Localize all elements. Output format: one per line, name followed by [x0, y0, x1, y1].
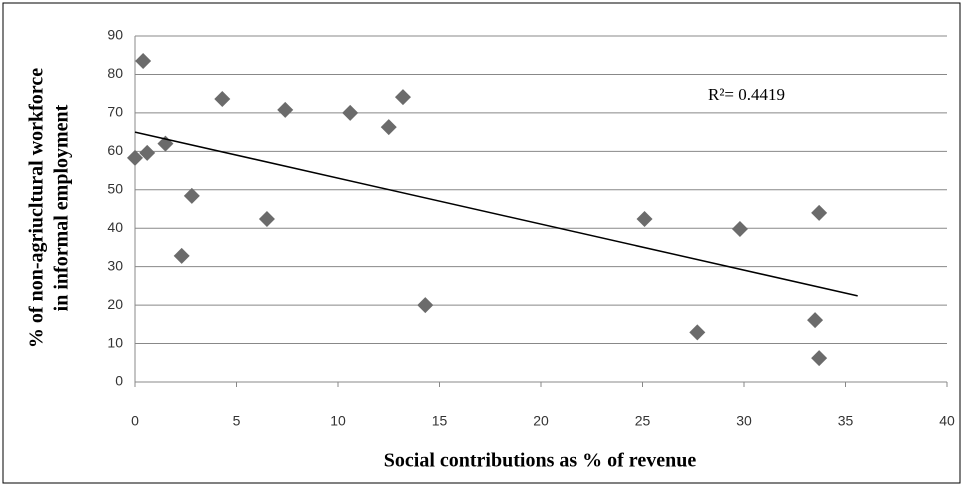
- y-axis-title: in informal employment: [51, 104, 73, 311]
- x-tick-label: 15: [432, 413, 448, 429]
- point: [380, 119, 397, 136]
- x-tick-label: 20: [533, 413, 549, 429]
- x-tick-label: 40: [939, 413, 955, 429]
- point: [214, 91, 231, 108]
- x-tick-label: 35: [838, 413, 854, 429]
- point: [277, 101, 294, 118]
- y-tick-label: 20: [107, 296, 123, 312]
- point: [139, 144, 156, 161]
- point: [689, 324, 706, 341]
- x-axis-title: Social contributions as % of revenue: [384, 450, 697, 472]
- point: [811, 204, 828, 221]
- x-tick-label: 10: [330, 413, 346, 429]
- point: [807, 312, 824, 329]
- trendline: [134, 131, 858, 297]
- point: [127, 149, 143, 166]
- point: [135, 52, 152, 69]
- r-squared-annotation: R²= 0.4419: [708, 85, 785, 104]
- point: [258, 210, 275, 227]
- y-tick-label: 90: [107, 27, 123, 43]
- x-tick-label: 0: [131, 413, 139, 429]
- y-tick-label: 80: [107, 65, 123, 81]
- point: [811, 350, 828, 367]
- point: [394, 89, 411, 106]
- point: [342, 104, 359, 121]
- point: [731, 220, 748, 237]
- y-tick-label: 10: [107, 334, 123, 350]
- x-tick-label: 30: [736, 413, 752, 429]
- y-axis-title: % of non-agriucltural workforce: [26, 68, 48, 348]
- y-tick-label: 40: [107, 219, 123, 235]
- point: [417, 297, 434, 314]
- y-tick-label: 60: [107, 142, 123, 158]
- x-tick-label: 25: [635, 413, 651, 429]
- point: [183, 187, 200, 204]
- point: [636, 210, 653, 227]
- y-tick-label: 50: [107, 180, 123, 196]
- x-tick-label: 5: [233, 413, 241, 429]
- y-tick-label: 70: [107, 104, 123, 120]
- y-tick-label: 30: [107, 257, 123, 273]
- y-tick-label: 0: [115, 373, 123, 389]
- point: [173, 247, 190, 264]
